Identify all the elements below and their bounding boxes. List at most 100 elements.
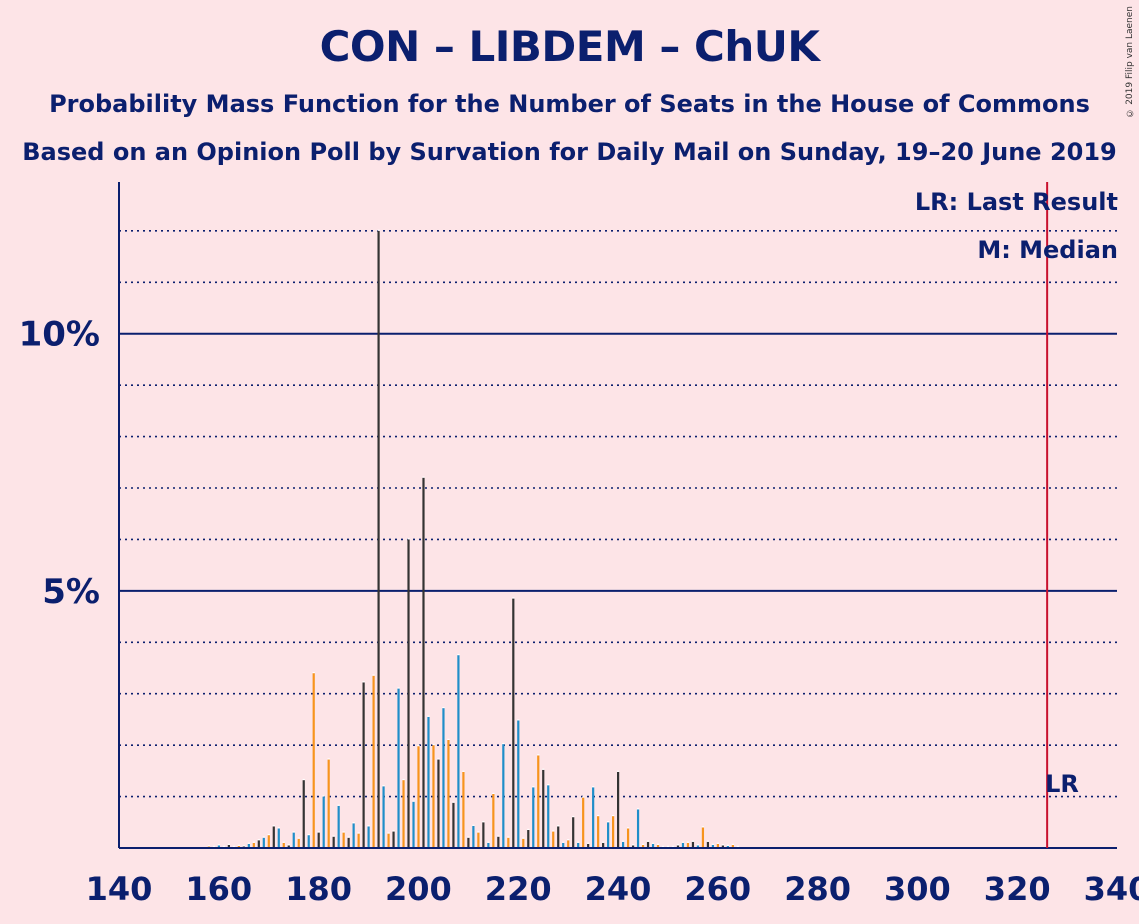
- seat-bar-cap-161: [222, 845, 225, 847]
- seat-bar-cap-246: [646, 840, 650, 842]
- seat-bar-cap-261: [721, 844, 724, 846]
- seat-bar-246: [646, 841, 650, 848]
- seat-bar-cap-264: [736, 845, 739, 847]
- seat-bar-230: [567, 840, 570, 848]
- axes: [118, 182, 1117, 849]
- seat-bar-cap-185: [342, 831, 345, 833]
- seat-bar-cap-184: [337, 804, 340, 806]
- seat-bar-254: [686, 842, 690, 848]
- seat-bar-204: [437, 759, 440, 848]
- seat-bar-cap-162: [227, 843, 230, 845]
- seat-bar-cap-201: [422, 476, 425, 478]
- seat-bar-185: [342, 832, 345, 848]
- seat-bar-226: [547, 785, 550, 848]
- seat-bar-cap-178: [307, 833, 310, 836]
- seat-bar-cap-241: [621, 840, 625, 842]
- seat-bar-cap-225: [542, 768, 545, 770]
- seat-bar-193: [382, 786, 385, 848]
- seat-bar-cap-255: [691, 840, 695, 842]
- x-tick-label: 200: [385, 870, 452, 908]
- seat-bar-168: [257, 840, 260, 848]
- seat-bar-cap-199: [412, 800, 415, 802]
- seat-bar-223: [532, 787, 535, 848]
- seat-bar-cap-242: [626, 827, 630, 829]
- seat-bar-cap-259: [711, 843, 715, 845]
- chart-subtitle: Probability Mass Function for the Number…: [49, 90, 1090, 118]
- seat-bar-213: [482, 822, 485, 848]
- seat-bar-cap-228: [557, 825, 560, 827]
- seat-bar-167: [252, 842, 255, 848]
- y-tick-label: 5%: [42, 572, 100, 612]
- seat-bar-190: [367, 826, 370, 848]
- chart-title: CON – LIBDEM – ChUK: [319, 22, 820, 71]
- seat-bar-cap-260: [716, 842, 719, 844]
- seat-bar-225: [542, 769, 545, 848]
- seat-bar-191: [372, 675, 375, 848]
- seat-bar-263: [731, 844, 734, 848]
- seat-bar-234: [587, 843, 590, 848]
- seat-bar-207: [452, 802, 455, 848]
- seat-bar-216: [497, 836, 500, 848]
- x-tick-label: 140: [86, 870, 153, 908]
- seat-bar-cap-252: [676, 844, 680, 846]
- seat-bar-cap-204: [437, 758, 440, 760]
- seat-bar-255: [691, 841, 695, 848]
- seat-bar-202: [427, 716, 430, 848]
- seat-bar-241: [621, 841, 625, 848]
- seat-bar-cap-167: [252, 841, 255, 843]
- chart-source-line: Based on an Opinion Poll by Survation fo…: [22, 138, 1117, 166]
- seat-bar-cap-198: [407, 538, 410, 540]
- seat-bar-cap-239: [612, 814, 615, 817]
- legend-last-result: LR: Last Result: [915, 188, 1118, 216]
- seat-bar-cap-237: [602, 841, 605, 843]
- seat-bar-cap-192: [377, 229, 380, 231]
- seat-bar-cap-215: [492, 792, 495, 794]
- x-tick-label: 240: [585, 870, 652, 908]
- seat-bar-cap-243: [631, 844, 635, 846]
- seat-bar-184: [337, 805, 340, 848]
- seat-bar-242: [626, 828, 630, 848]
- seat-bar-256: [696, 845, 700, 848]
- seat-bar-181: [322, 796, 325, 848]
- seat-bar-cap-258: [706, 840, 710, 842]
- seat-bar-cap-216: [497, 835, 500, 837]
- seat-bar-221: [522, 838, 525, 848]
- seat-bar-cap-159: [212, 845, 216, 847]
- seat-bar-237: [602, 842, 605, 848]
- seat-bar-245: [641, 844, 645, 848]
- seat-bar-232: [577, 842, 580, 848]
- seat-bar-cap-166: [247, 842, 250, 844]
- seat-bar-206: [447, 740, 450, 848]
- seat-bar-cap-224: [537, 754, 540, 756]
- seat-bar-186: [347, 837, 350, 848]
- seat-bar-192: [377, 230, 380, 848]
- seat-bar-182: [327, 759, 330, 848]
- seat-bar-179: [312, 673, 315, 848]
- seat-bar-218: [507, 837, 510, 848]
- seat-bar-cap-233: [582, 796, 585, 798]
- seat-bar-cap-249: [661, 845, 665, 847]
- seat-bar-174: [287, 845, 290, 848]
- seat-bar-cap-238: [607, 821, 610, 823]
- seat-bar-219: [512, 598, 515, 848]
- seat-bar-cap-179: [312, 671, 315, 674]
- x-tick-label: 320: [984, 870, 1051, 908]
- seat-bar-cap-194: [387, 832, 390, 834]
- seat-bar-259: [711, 844, 715, 848]
- seat-bar-cap-219: [512, 597, 515, 599]
- seat-bar-cap-250: [666, 845, 670, 847]
- seat-bar-cap-213: [482, 821, 485, 823]
- seat-bar-cap-182: [327, 758, 330, 760]
- seat-bar-cap-221: [522, 837, 525, 839]
- seat-bar-cap-163: [232, 845, 235, 847]
- last-result-label: LR: [1045, 770, 1079, 798]
- seat-bar-209: [462, 771, 465, 848]
- seat-bar-236: [597, 816, 600, 848]
- seat-bar-228: [557, 826, 560, 848]
- seat-bar-cap-164: [237, 844, 240, 846]
- seat-bar-cap-209: [462, 770, 465, 772]
- seat-bar-cap-210: [467, 836, 470, 838]
- seat-bar-cap-196: [397, 687, 400, 689]
- seat-bar-cap-203: [432, 743, 435, 746]
